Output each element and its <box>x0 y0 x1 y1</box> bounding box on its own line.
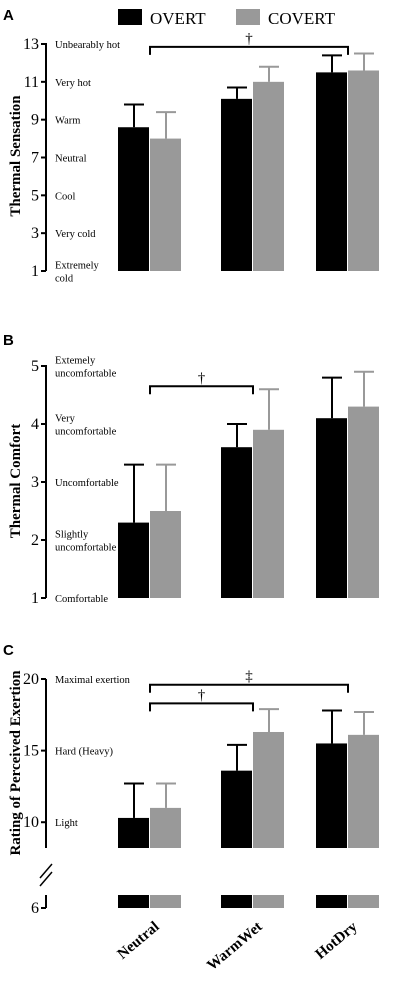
ylabel-panel-a: Thermal Sensation <box>8 95 24 217</box>
scale-label: Very <box>55 414 76 425</box>
scale-label: Slightly <box>55 530 89 541</box>
panel-letter-a: A <box>3 7 14 24</box>
bar-covert-warmwet <box>253 81 284 271</box>
y-tick-label: 9 <box>31 112 39 129</box>
bar-covert-warmwet <box>253 731 284 848</box>
significance-bracket <box>149 385 254 395</box>
y-tick-label: 15 <box>23 743 39 760</box>
panel-letter-c: C <box>3 642 14 659</box>
significance-symbol: † <box>245 31 253 47</box>
scale-label: uncomfortable <box>55 427 117 438</box>
scale-label: Maximal exertion <box>55 675 131 686</box>
x-category-label-warmwet: WarmWet <box>204 919 265 974</box>
scale-label: uncomfortable <box>55 543 117 554</box>
significance-symbol: ‡ <box>245 669 253 685</box>
scale-label: Unbearably hot <box>55 40 120 51</box>
significance-bracket <box>149 45 349 55</box>
x-category-label-hotdry: HotDry <box>313 918 361 962</box>
axis-break-mark <box>39 871 53 887</box>
y-tick-label: 1 <box>31 263 39 280</box>
bar-stub-covert-warmwet <box>253 895 284 908</box>
y-tick-label: 6 <box>31 900 39 917</box>
bar-covert-hotdry <box>348 734 379 848</box>
bar-covert-neutral <box>150 807 181 848</box>
bar-stub-covert-neutral <box>150 895 181 908</box>
bar-overt-neutral <box>118 522 149 598</box>
scale-label: Very hot <box>55 78 91 89</box>
scale-label: Uncomfortable <box>55 478 119 489</box>
y-tick-label: 20 <box>23 671 39 688</box>
bar-overt-hotdry <box>316 418 347 598</box>
panel-b: 1 2 3 4 5 Extemely uncomfortable Very uncomforta… <box>31 356 379 607</box>
significance-symbol: † <box>198 370 206 386</box>
legend-swatch-covert <box>236 9 260 25</box>
y-tick-label: 5 <box>31 358 39 375</box>
bar-overt-hotdry <box>316 743 347 848</box>
bar-covert-neutral <box>150 511 181 598</box>
significance-symbol: † <box>198 687 206 703</box>
significance-bracket <box>149 683 349 693</box>
x-categories: Neutral WarmWet HotDry <box>115 918 361 973</box>
bar-stub-overt-neutral <box>118 895 149 908</box>
bar-stub-covert-hotdry <box>348 895 379 908</box>
scale-label: Comfortable <box>55 594 108 605</box>
scale-label: Extremely <box>55 261 99 272</box>
bar-stub-overt-warmwet <box>221 895 252 908</box>
bar-overt-warmwet <box>221 98 252 271</box>
ylabel-panel-b: Thermal Comfort <box>8 424 24 539</box>
scale-label: Warm <box>55 116 80 127</box>
legend-swatch-overt <box>118 9 142 25</box>
bar-stub-overt-hotdry <box>316 895 347 908</box>
y-tick-label: 7 <box>31 150 39 167</box>
y-tick-label: 3 <box>31 225 39 242</box>
y-tick-label: 11 <box>24 74 39 91</box>
scale-label: cold <box>55 274 74 285</box>
scale-label: Hard (Heavy) <box>55 747 114 758</box>
scale-label: Light <box>55 818 78 829</box>
scale-label: Very cold <box>55 229 96 240</box>
bar-overt-hotdry <box>316 72 347 271</box>
scale-label: Extemely <box>55 356 96 367</box>
legend: OVERT COVERT <box>118 9 336 28</box>
y-tick-label: 5 <box>31 187 39 204</box>
bar-covert-hotdry <box>348 406 379 598</box>
scale-label: Neutral <box>55 154 87 165</box>
y-tick-label: 10 <box>23 814 39 831</box>
y-tick-label: 4 <box>31 416 39 433</box>
axis-break-mark <box>39 863 53 879</box>
bar-overt-neutral <box>118 817 149 848</box>
bar-overt-warmwet <box>221 447 252 598</box>
scale-label: uncomfortable <box>55 369 117 380</box>
y-tick-label: 2 <box>31 532 39 549</box>
legend-label-overt: OVERT <box>150 9 206 28</box>
panel-letter-b: B <box>3 332 14 349</box>
bar-covert-neutral <box>150 138 181 271</box>
scale-label: Cool <box>55 191 76 202</box>
bar-covert-hotdry <box>348 70 379 271</box>
y-tick-label: 13 <box>23 36 39 53</box>
ylabel-panel-c: Rating of Perceived Exertion <box>8 670 24 856</box>
legend-label-covert: COVERT <box>268 9 336 28</box>
panel-c: 10 15 20 6 Maximal exertion Hard (Heavy) Light… <box>23 669 379 917</box>
y-tick-label: 1 <box>31 590 39 607</box>
bar-overt-warmwet <box>221 770 252 848</box>
bar-covert-warmwet <box>253 429 284 598</box>
y-tick-label: 3 <box>31 474 39 491</box>
x-category-label-neutral: Neutral <box>115 919 163 963</box>
significance-bracket <box>149 702 254 712</box>
bar-overt-neutral <box>118 127 149 271</box>
